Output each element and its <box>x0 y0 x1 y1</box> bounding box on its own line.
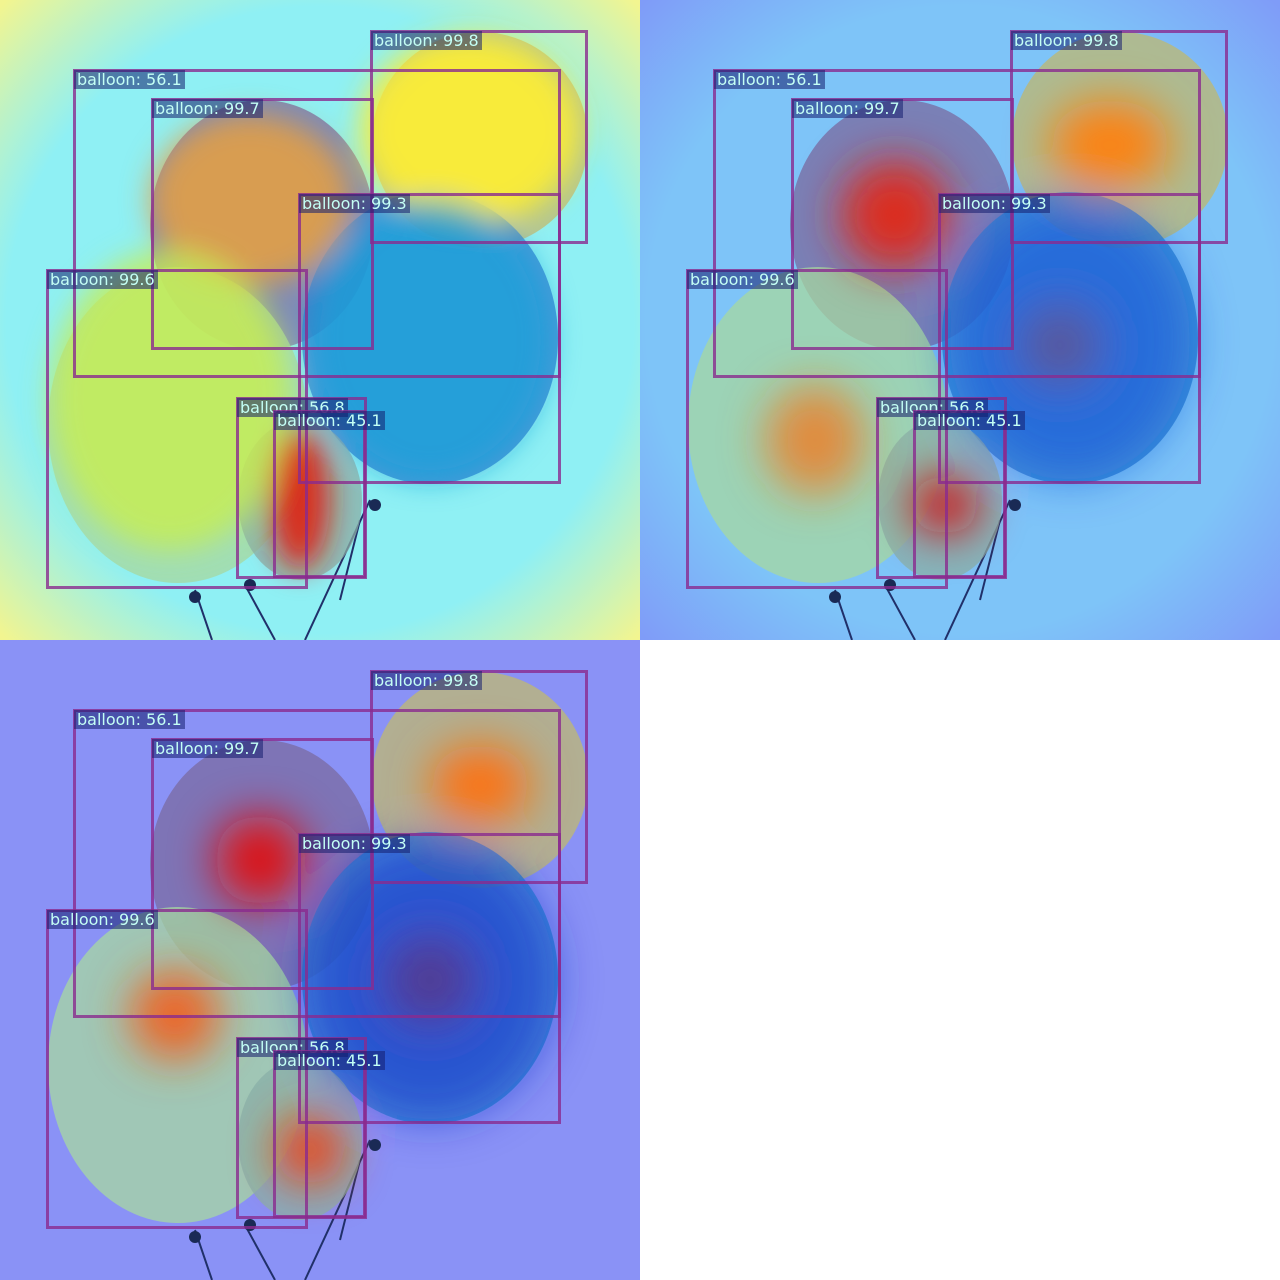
heat-spot <box>310 200 550 480</box>
detection-label: balloon: 99.8 <box>371 671 482 690</box>
heat-spot <box>360 35 580 225</box>
detection-label: balloon: 99.6 <box>687 270 798 289</box>
heatmap-panel-3: balloon: 99.8 balloon: 56.1 balloon: 99.7 b… <box>0 640 640 1280</box>
heat-spot <box>430 745 530 825</box>
detection-box <box>298 833 561 1124</box>
balloon-string <box>339 519 361 601</box>
detection-box <box>298 193 561 484</box>
heat-spot <box>215 815 305 905</box>
detection-label: balloon: 99.3 <box>299 194 410 213</box>
balloon-knot <box>829 591 841 603</box>
balloon-knot <box>369 499 381 511</box>
detection-label: balloon: 99.8 <box>1011 31 1122 50</box>
heat-spot <box>50 250 290 550</box>
detection-box <box>273 410 366 578</box>
heatmap-panel-1: balloon: 99.8 balloon: 56.1 balloon: 99.7 b… <box>0 0 640 640</box>
detection-label: balloon: 99.6 <box>47 270 158 289</box>
detection-label: balloon: 99.7 <box>792 99 903 118</box>
balloon-string <box>884 584 916 640</box>
heat-spot <box>270 430 330 570</box>
heat-spot <box>275 1115 345 1185</box>
detection-label: balloon: 56.1 <box>714 70 825 89</box>
detection-box <box>913 410 1006 578</box>
heat-spot <box>1050 100 1170 190</box>
detection-label: balloon: 45.1 <box>274 1051 385 1070</box>
detection-label: balloon: 99.6 <box>47 910 158 929</box>
detection-label: balloon: 45.1 <box>274 411 385 430</box>
detection-label: balloon: 99.7 <box>152 99 263 118</box>
detection-label: balloon: 56.1 <box>74 70 185 89</box>
balloon-knot <box>1009 499 1021 511</box>
heatmap-scene <box>640 0 1280 640</box>
detection-box <box>273 1050 366 1218</box>
heat-spot <box>950 200 1190 480</box>
detection-label: balloon: 45.1 <box>914 411 1025 430</box>
detection-label: balloon: 56.1 <box>74 710 185 729</box>
balloon-string <box>339 1159 361 1241</box>
balloon-string <box>979 519 1001 601</box>
balloon-string <box>244 584 276 640</box>
detection-label: balloon: 99.7 <box>152 739 263 758</box>
heat-spot <box>840 160 950 270</box>
empty-panel <box>640 640 1280 1280</box>
heatmap-scene <box>0 0 640 640</box>
detection-label: balloon: 99.3 <box>939 194 1050 213</box>
detection-box <box>938 193 1201 484</box>
heat-spot <box>765 385 865 495</box>
balloon-knot <box>189 591 201 603</box>
balloon-knot <box>189 1231 201 1243</box>
balloon-string <box>244 1224 276 1280</box>
heatmap-panel-2: balloon: 99.8 balloon: 56.1 balloon: 99.7 b… <box>640 0 1280 640</box>
heat-spot <box>305 840 555 1120</box>
balloon-knot <box>369 1139 381 1151</box>
detection-label: balloon: 99.3 <box>299 834 410 853</box>
detection-label: balloon: 99.8 <box>371 31 482 50</box>
